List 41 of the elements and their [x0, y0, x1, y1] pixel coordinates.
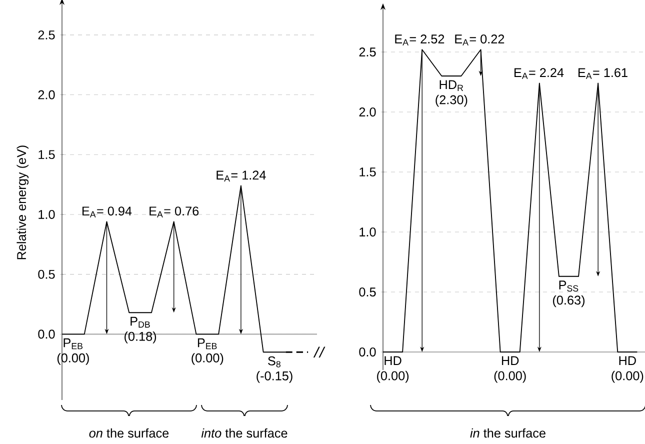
y-tick-label: 2.5	[38, 30, 55, 40]
text: (0.00)	[612, 370, 644, 383]
annotation: S$_{8}$	[268, 356, 280, 368]
annotation: P$_{EB}$	[64, 338, 83, 350]
text: in the surface	[470, 428, 546, 438]
annotation: (0.63)	[553, 295, 585, 308]
annotation: (0.18)	[124, 332, 156, 344]
text: (0.00)	[377, 370, 409, 383]
annotation: (0.00)	[57, 353, 89, 365]
y-tick-label: 1.5	[360, 168, 376, 176]
y-tick-label: 1.0	[360, 228, 376, 236]
annotation: P$_{EB}$	[198, 338, 217, 350]
annotation: E$_{A}$= 2.52	[395, 34, 444, 46]
annotation: (0.00)	[192, 353, 224, 365]
y-tick-label: 1.0	[38, 210, 55, 219]
annotation: HD	[502, 356, 519, 365]
y-tick-label: 0.0	[359, 348, 376, 356]
annotation: (-0.15)	[256, 371, 292, 383]
y-tick-label: 0.5	[38, 270, 55, 279]
annotation: E$_{A}$= 0.22	[455, 34, 504, 46]
annotation: (2.30)	[436, 94, 468, 107]
annotation: P$_{SS}$	[559, 280, 578, 292]
annotation: HD$_{R}$	[440, 80, 464, 91]
y-tick-label: 2.5	[359, 48, 376, 56]
annotation: E$_{A}$= 0.94	[82, 206, 132, 218]
y-tick-label: 2.0	[359, 108, 376, 116]
y-tick-label: 0.5	[359, 288, 376, 296]
y-tick-label: 2.0	[38, 90, 55, 100]
text: into the surface	[201, 428, 288, 438]
y-axis-title: Relative energy (eV)	[16, 146, 29, 260]
annotation: HD	[619, 356, 636, 365]
annotation: E$_{A}$= 0.76	[150, 206, 199, 218]
text: on the surface	[89, 428, 169, 438]
annotation: HD	[384, 356, 402, 365]
annotation: E$_{A}$= 1.24	[216, 170, 266, 182]
y-tick-label: 1.5	[38, 150, 55, 160]
y-tick-label: 0.0	[38, 330, 55, 339]
text: (0.00)	[494, 370, 526, 383]
annotation: E$_{A}$= 2.24	[514, 68, 564, 79]
annotation: E$_{A}$= 1.61	[578, 68, 628, 79]
annotation: P$_{DB}$	[130, 316, 150, 328]
